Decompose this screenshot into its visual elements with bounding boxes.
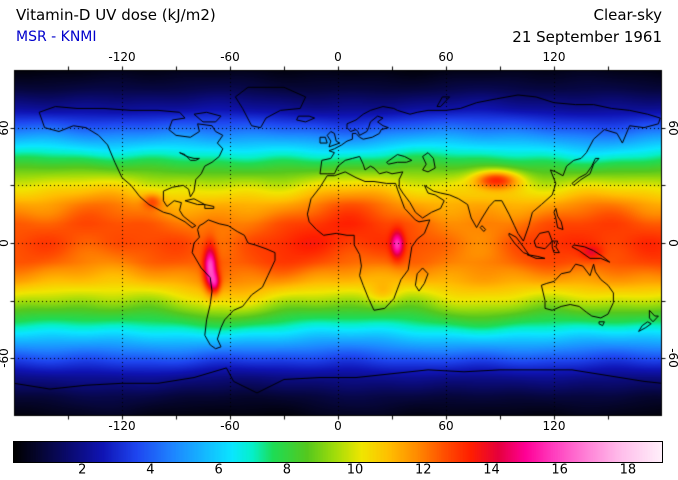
- lat-label-right: 60: [666, 120, 678, 136]
- lon-label-bottom: 60: [438, 419, 454, 433]
- lat-label-right: -60: [666, 348, 678, 369]
- lon-label-top: -60: [220, 50, 240, 64]
- lon-label-bottom: -60: [220, 419, 240, 433]
- lon-label-top: 120: [542, 50, 566, 64]
- lon-label-bottom: -120: [108, 419, 136, 433]
- colorbar-tick-label: 2: [78, 462, 87, 478]
- lat-label-left: 0: [0, 239, 11, 247]
- colorbar-tick-label: 4: [146, 462, 155, 478]
- world-uv-heatmap: [9, 65, 667, 421]
- colorbar-tick-label: 6: [214, 462, 223, 478]
- lon-label-top: 0: [334, 50, 342, 64]
- lat-label-right: 0: [666, 239, 678, 247]
- lon-label-top: -120: [108, 50, 136, 64]
- colorbar-tick-label: 8: [282, 462, 291, 478]
- chart-title: Vitamin-D UV dose (kJ/m2): [16, 6, 216, 24]
- header-left: Vitamin-D UV dose (kJ/m2) MSR - KNMI: [16, 6, 216, 45]
- sky-condition-label: Clear-sky: [593, 6, 662, 24]
- lat-label-left: -60: [0, 348, 11, 369]
- lon-label-bottom: 0: [334, 419, 342, 433]
- lat-label-left: 60: [0, 120, 11, 136]
- colorbar-tick-label: 12: [414, 462, 432, 478]
- colorbar-tick-label: 18: [619, 462, 637, 478]
- lon-label-bottom: 120: [542, 419, 566, 433]
- colorbar-tick-label: 14: [483, 462, 500, 478]
- colorbar-tick-label: 10: [346, 462, 364, 478]
- header-right: Clear-sky 21 September 1961: [512, 6, 662, 46]
- colorbar-tick-label: 16: [551, 462, 568, 478]
- chart-date-label: 21 September 1961: [512, 28, 662, 46]
- data-source-label: MSR - KNMI: [16, 29, 97, 45]
- colorbar: [13, 441, 663, 463]
- lon-label-top: 60: [438, 50, 454, 64]
